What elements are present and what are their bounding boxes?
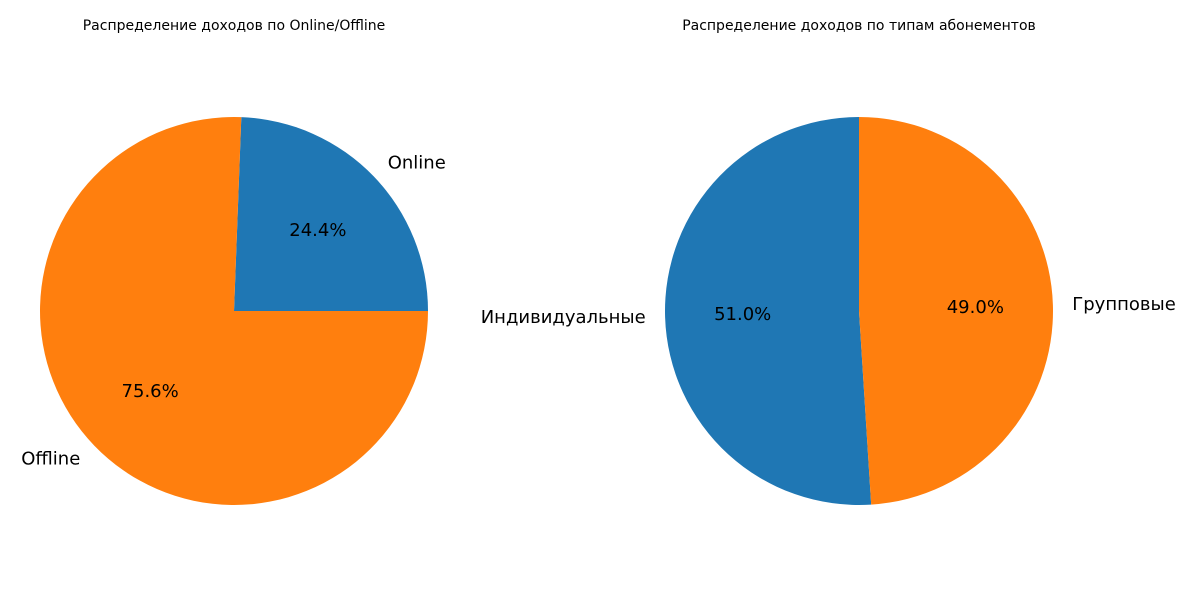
pie-labels-online-offline: Online 24.4% Offline 75.6% [21,152,446,469]
pie-slices-online-offline [39,117,428,505]
chart-title-subscription-types: Распределение доходов по типам абонемент… [682,18,1036,34]
pie-slice-групповые [859,117,1053,505]
slice-label-offline: Offline [21,449,80,470]
slice-percent-индивидуальные: 51.0% [714,304,771,325]
pie-slices-subscription-types [664,117,1053,506]
pie-chart-online-offline: Распределение доходов по Online/Offline … [21,18,446,505]
pie-labels-subscription-types: Индивидуальные 51.0% Групповые 49.0% [481,294,1176,328]
pie-slice-индивидуальные [664,117,872,506]
chart-title-online-offline: Распределение доходов по Online/Offline [83,18,386,34]
pie-slice-offline [39,117,428,505]
slice-label-индивидуальные: Индивидуальные [481,307,646,328]
slice-percent-групповые: 49.0% [947,297,1004,318]
slice-percent-online: 24.4% [289,220,346,241]
slice-percent-offline: 75.6% [122,381,179,402]
pie-slice-online [234,117,428,311]
pie-chart-subscription-types: Распределение доходов по типам абонемент… [481,18,1176,506]
slice-label-online: Online [388,152,446,173]
slice-label-групповые: Групповые [1072,294,1176,315]
